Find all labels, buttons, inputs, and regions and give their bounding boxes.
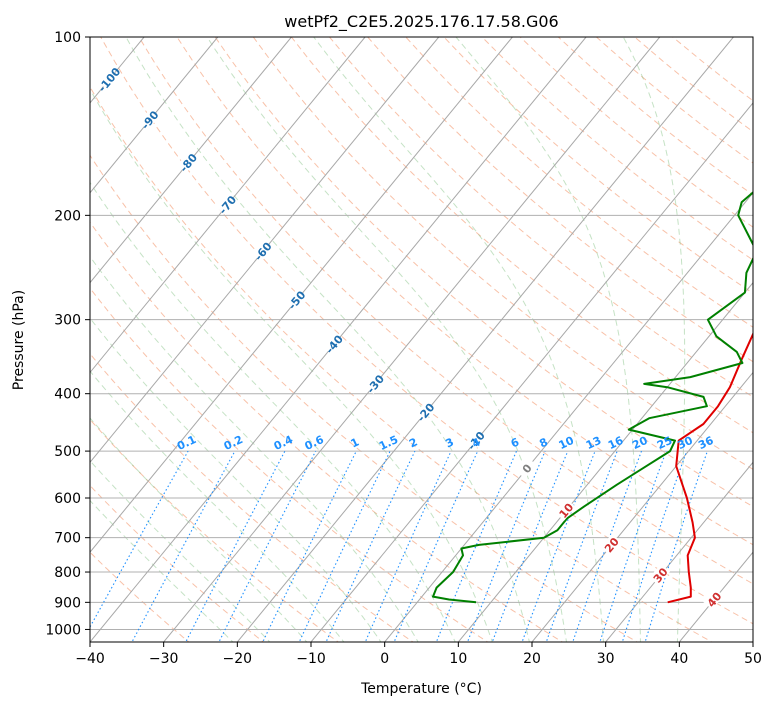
moist-adiabat-line [90,181,456,642]
mixing-ratio-line [621,450,688,642]
moist-adiabat-line [90,255,419,642]
x-tick-label: 40 [670,651,688,667]
x-tick-label: 20 [523,651,541,667]
mixing-ratio-line [466,450,546,642]
isotherm-line [90,37,440,464]
y-tick-label: 400 [54,387,81,403]
isotherm-line [163,37,661,642]
mixing-ratio-label: 30 [676,434,696,452]
y-tick-label: 700 [54,531,81,547]
dry-adiabat-line [90,221,564,642]
mixing-ratio-label: 36 [696,434,716,452]
y-tick-label: 900 [54,595,81,611]
mixing-ratio-line [545,450,618,642]
mixing-ratio-line [435,450,518,642]
isotherm-line [605,461,753,642]
isotherm-line [457,281,753,642]
isotherm-label-bg [414,400,436,423]
dry-adiabat-line [443,37,753,294]
isotherm-label-bg [177,151,198,173]
isotherm-line [90,37,219,194]
isotherm-label-bg [515,457,537,479]
mixing-ratio-label: 16 [606,434,626,452]
y-tick-label: 1000 [45,622,81,638]
y-tick-label: 300 [54,313,81,329]
mixing-ratio-line [521,450,596,642]
mixing-ratio-line [644,450,708,642]
x-tick-label: 0 [380,651,389,667]
x-tick-label: 10 [449,651,467,667]
mixing-ratio-line [218,450,317,642]
isotherm-label-bg [465,429,486,451]
dry-adiabat-line [90,484,265,642]
mixing-ratio-line [185,450,286,642]
dry-adiabat-line [100,37,753,625]
x-axis-label: Temperature (°C) [360,681,482,697]
isotherm-line [90,37,292,284]
dewpoint-profile-line [432,191,753,604]
isotherm-label-bg [554,499,576,521]
mixing-ratio-label: 25 [655,434,674,452]
mixing-ratio-line [491,450,569,642]
temperature-profile-line [667,331,753,604]
y-tick-label: 500 [54,444,81,460]
dry-adiabat-line [367,37,753,363]
mixing-ratio-line [131,450,236,642]
y-tick-label: 600 [54,491,81,507]
isotherm-label-bg [649,563,671,586]
isotherm-line [90,37,513,553]
mixing-ratio-label: 20 [630,434,650,452]
y-tick-label: 800 [54,565,81,581]
isotherm-line [310,102,753,642]
isotherm-label-bg [364,372,385,394]
isotherm-label-bg [216,193,238,215]
x-tick-label: −30 [149,651,179,667]
dry-adiabat-line [176,37,753,546]
y-axis-label: Pressure (hPa) [11,290,27,390]
isotherm-line [90,37,366,374]
y-tick-label: 100 [54,30,81,46]
isotherm-label-bg [600,533,622,556]
mixing-ratio-line [572,450,643,642]
isotherm-label-bg [323,332,344,355]
mixing-ratio-line [298,450,391,642]
dry-adiabat-line [90,418,340,642]
x-tick-label: 50 [744,651,762,667]
plot-frame [89,36,754,643]
x-tick-label: −40 [75,651,105,667]
isotherm-line [236,37,734,642]
mixing-ratio-line [599,450,667,642]
dry-adiabat-line [252,37,753,470]
chart-title: wetPf2_C2E5.2025.176.17.58.G06 [284,12,558,32]
isotherm-label-bg [98,68,119,90]
dry-adiabat-line [138,37,753,585]
mixing-ratio-line [325,450,416,642]
dry-adiabat-line [214,37,753,508]
x-tick-label: 30 [597,651,615,667]
y-tick-label: 200 [54,208,81,224]
isotherm-label-bg [285,288,307,311]
isotherm-line [384,192,753,642]
moist-adiabat-line [90,460,271,642]
isotherm-label-bg [251,239,273,262]
mixing-ratio-label: 10 [557,434,577,452]
mixing-ratio-label: 13 [584,434,603,452]
x-tick-label: −10 [296,651,326,667]
isotherm-label-bg [138,108,160,130]
x-tick-label: −20 [223,651,253,667]
dry-adiabat-line [405,37,753,328]
isotherm-label-bg [703,588,724,610]
